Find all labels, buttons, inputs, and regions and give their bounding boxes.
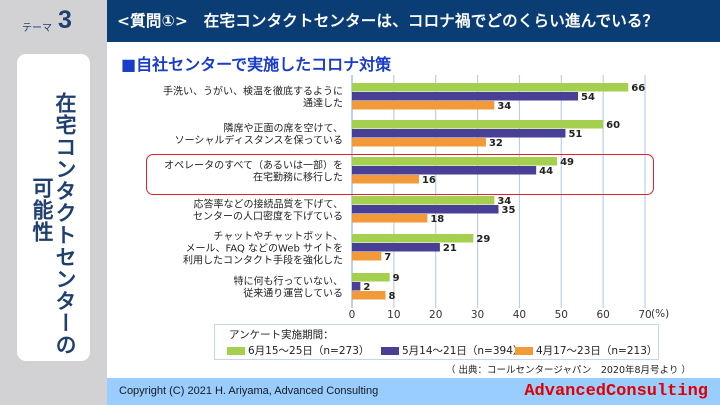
bar [352,101,495,110]
data-label: 34 [497,196,511,207]
data-label: 44 [539,166,553,177]
category-label: ソーシャルディスタンスを保っている [175,134,343,147]
data-label: 9 [393,273,400,284]
x-tick-label: 20 [429,309,442,321]
data-label: 51 [568,129,582,140]
data-label: 18 [430,214,444,225]
header-bar: <質問①> 在宅コンタクトセンターは、コロナ禍でどのくらい進んでいる？ [107,0,720,42]
side-title-line1: 在宅コンタクトセンターの [53,92,77,356]
highlight-frame [146,154,654,195]
bar [352,92,579,101]
data-label: 8 [388,291,395,302]
source-note: （ 出典：コールセンタージャパン 2020年8月号より ） [446,365,691,376]
chart-subtitle: ■自社センターで実施したコロナ対策 [121,55,392,74]
x-tick-label: 0 [349,309,356,321]
legend-swatch [515,346,533,355]
category-label: センターの人口密度を下げている [193,210,343,223]
x-tick-label: 50 [555,309,568,321]
theme-number: 3 [58,6,72,34]
x-tick-label: 70 [638,309,651,321]
legend-swatch [227,346,245,355]
legend-label: 6月15〜25日（n=273） [248,345,370,357]
data-label: 2 [363,282,370,293]
bar [352,234,474,243]
bar [352,243,440,252]
data-label: 35 [502,205,516,216]
side-title-line2: 可能性 [30,177,54,243]
data-label: 54 [581,92,595,103]
category-label: 従来通り運営している [243,287,343,300]
brand-logo: AdvancedConsulting [524,382,708,401]
bar [352,120,604,129]
data-label: 16 [422,175,436,186]
data-label: 66 [631,83,645,94]
data-label: 34 [497,101,511,112]
bar [352,205,499,214]
category-label: 特に何も行っていない、 [234,275,344,288]
bar [352,166,537,175]
x-tick-label: 30 [471,309,484,321]
legend-label: 4月17〜23日（n=213） [536,345,658,357]
legend-swatch [381,346,399,355]
category-label: メール、FAQ などのWeb サイトを [185,243,343,255]
side-card [17,54,90,361]
x-unit-label: (%) [651,308,669,320]
category-label: オペレータのすべて（あるいは一部）を [164,159,343,172]
x-tick-label: 10 [387,309,400,321]
data-label: 7 [384,252,391,263]
x-tick-label: 40 [513,309,526,321]
category-label: 手洗い、うがい、検温を徹底するように [163,85,343,98]
copyright: Copyright (C) 2021 H. Ariyama, Advanced … [119,385,379,397]
data-label: 60 [606,120,620,131]
bar [352,196,495,205]
legend-title: アンケート実施期間： [229,329,334,341]
data-label: 29 [476,234,490,245]
category-label: 利用したコンタクト手段を強化した [183,254,343,267]
category-label: 通達した [303,98,343,110]
theme-label: テーマ [22,23,52,34]
bar [352,129,566,138]
bar [352,175,419,184]
bar [352,282,361,291]
page-title: <質問①> 在宅コンタクトセンターは、コロナ禍でどのくらい進んでいる？ [117,12,659,30]
legend-label: 5月14〜21日（n=394） [402,345,524,357]
category-label: チャットやチャットボット、 [213,231,343,243]
category-label: 応答率などの接続品質を下げて、 [194,198,344,211]
data-label: 32 [489,138,503,149]
category-label: 在宅勤務に移行した [253,171,343,184]
bar [352,157,558,166]
legend-item-april: 4月17〜23日（n=213） [515,343,657,358]
bar [352,83,629,92]
data-label: 21 [443,243,457,254]
bar [352,214,428,223]
footer: Copyright (C) 2021 H. Ariyama, Advanced … [107,378,720,405]
data-label: 49 [560,157,574,168]
legend-item-june: 6月15〜25日（n=273） [227,343,369,358]
bar [352,252,382,261]
category-label: 隣席や正面の席を空けて、 [224,122,344,135]
bar [352,273,390,282]
legend: アンケート実施期間： 6月15〜25日（n=273） 5月14〜21日（n=39… [214,324,659,360]
bar [352,138,486,147]
x-tick-label: 60 [596,309,609,321]
theme-box: テーマ 3 [0,0,107,42]
bar [352,291,386,300]
legend-item-may: 5月14〜21日（n=394） [381,343,523,358]
